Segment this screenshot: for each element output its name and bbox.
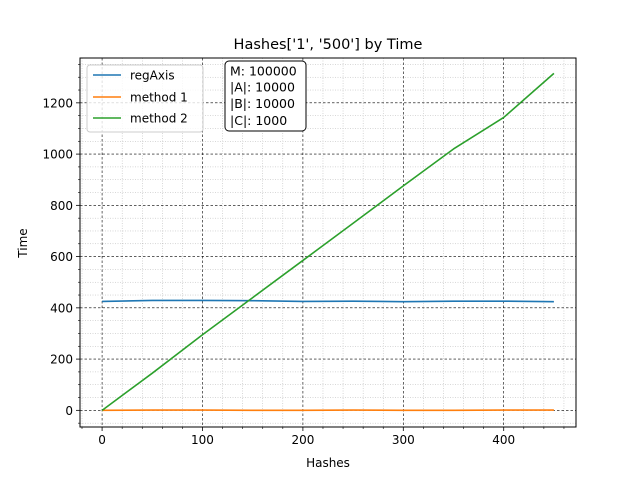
- y-tick-label: 600: [50, 250, 73, 264]
- annotation-line-a: |A|: 10000: [230, 80, 295, 95]
- x-tick-label: 400: [492, 433, 515, 447]
- annotation-frame: [224, 60, 307, 132]
- x-axis-label: Hashes: [306, 456, 350, 470]
- annotation-line-m: M: 100000: [230, 64, 297, 79]
- series-line-method-2: [101, 72, 555, 411]
- annotation-box: M: 100000 |A|: 10000 |B|: 10000 |C|: 100…: [224, 60, 307, 132]
- legend: regAxis method 1 method 2: [86, 64, 204, 133]
- y-axis-label: Time: [16, 228, 30, 258]
- legend-label-method-2: method 2: [130, 112, 188, 126]
- y-tick-label: 200: [50, 353, 73, 367]
- annotation-line-c: |C|: 1000: [230, 113, 287, 128]
- series-line-regaxis: [102, 299, 554, 303]
- annotation-line-b: |B|: 10000: [230, 96, 295, 111]
- x-tick-label: 0: [98, 433, 106, 447]
- axis-ticks: 0 100 200 300 400 0 200 400 600 800 1000 1200: [42, 64, 565, 447]
- x-tick-label: 300: [392, 433, 415, 447]
- legend-label-method-1: method 1: [130, 91, 188, 105]
- y-tick-label: 400: [50, 301, 73, 315]
- y-tick-label: 1000: [42, 148, 73, 162]
- y-tick-label: 800: [50, 199, 73, 213]
- y-tick-label: 0: [65, 404, 73, 418]
- chart-title: Hashes['1', '500'] by Time: [234, 37, 423, 53]
- x-tick-label: 200: [291, 433, 314, 447]
- series-layer: [101, 72, 555, 412]
- plot-frame: [79, 57, 577, 428]
- legend-box: [86, 64, 204, 133]
- y-tick-label: 1200: [42, 96, 73, 110]
- legend-label-regaxis: regAxis: [130, 69, 175, 83]
- x-tick-label: 100: [191, 433, 214, 447]
